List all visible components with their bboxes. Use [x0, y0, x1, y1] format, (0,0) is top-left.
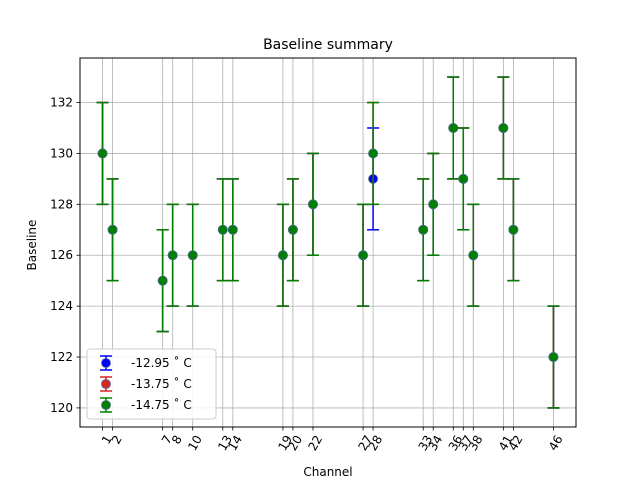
series-3 [96, 76, 560, 409]
chart-title: Baseline summary [263, 37, 393, 53]
x-tick-label: 10 [185, 433, 205, 453]
x-tick-label: 27 [356, 433, 376, 453]
x-tick-label: 38 [466, 433, 486, 453]
legend-label: -13.75 ˚ C [131, 376, 192, 391]
x-tick-label: 20 [285, 433, 305, 453]
x-tick-label: 28 [366, 433, 386, 453]
y-tick-label: 120 [50, 401, 73, 415]
legend-marker [101, 379, 111, 389]
legend-box [86, 348, 217, 420]
x-tick-label: 46 [546, 433, 566, 453]
y-tick-label: 130 [50, 146, 73, 160]
x-tick-label: 14 [225, 433, 245, 453]
legend-item-2: -13.75 ˚ C [100, 376, 192, 392]
data-point [358, 250, 368, 261]
x-tick-label: 33 [416, 433, 436, 453]
data-point [448, 123, 459, 133]
y-tick-label: 124 [50, 299, 73, 313]
data-point [458, 173, 469, 184]
x-tick-label: 41 [496, 433, 516, 453]
data-point [548, 352, 559, 362]
data-point [187, 250, 198, 261]
plot-frame [79, 57, 577, 428]
x-tick-label: 36 [446, 433, 466, 453]
y-axis-label: Baseline [25, 220, 39, 271]
data-point [167, 250, 178, 261]
x-tick-label: 13 [215, 433, 235, 453]
x-axis-label: Channel [303, 465, 352, 479]
x-tick-label: 34 [426, 433, 446, 453]
y-tick-label: 128 [50, 197, 73, 211]
x-tick-label: 22 [305, 433, 325, 453]
legend-item-1: -12.95 ˚ C [100, 355, 192, 371]
data-point [428, 199, 439, 210]
y-tick-label: 126 [50, 248, 73, 262]
legend-marker [101, 358, 111, 368]
data-point [368, 148, 378, 159]
data-point [468, 250, 479, 261]
legend-label: -14.75 ˚ C [131, 397, 192, 412]
data-point [498, 123, 509, 133]
data-point [157, 275, 168, 286]
x-tick-label: 37 [456, 433, 476, 453]
legend: -12.95 ˚ C -13.75 ˚ C -14.75 ˚ C [86, 348, 217, 420]
y-tick-label: 132 [50, 96, 73, 110]
data-point [278, 250, 288, 261]
data-point [107, 224, 118, 235]
data-point [418, 224, 429, 235]
data-point [227, 224, 238, 235]
series-layer [96, 76, 560, 409]
y-tick-label: 122 [50, 350, 73, 364]
legend-marker [101, 400, 111, 410]
data-point [288, 224, 298, 235]
data-point [308, 199, 318, 210]
legend-item-3: -14.75 ˚ C [100, 397, 192, 413]
legend-label: -12.95 ˚ C [131, 355, 192, 370]
data-point [217, 224, 228, 235]
x-tick-label: 19 [275, 433, 295, 453]
x-tick-label: 42 [506, 433, 526, 453]
data-point [508, 224, 519, 235]
data-point [97, 148, 108, 159]
